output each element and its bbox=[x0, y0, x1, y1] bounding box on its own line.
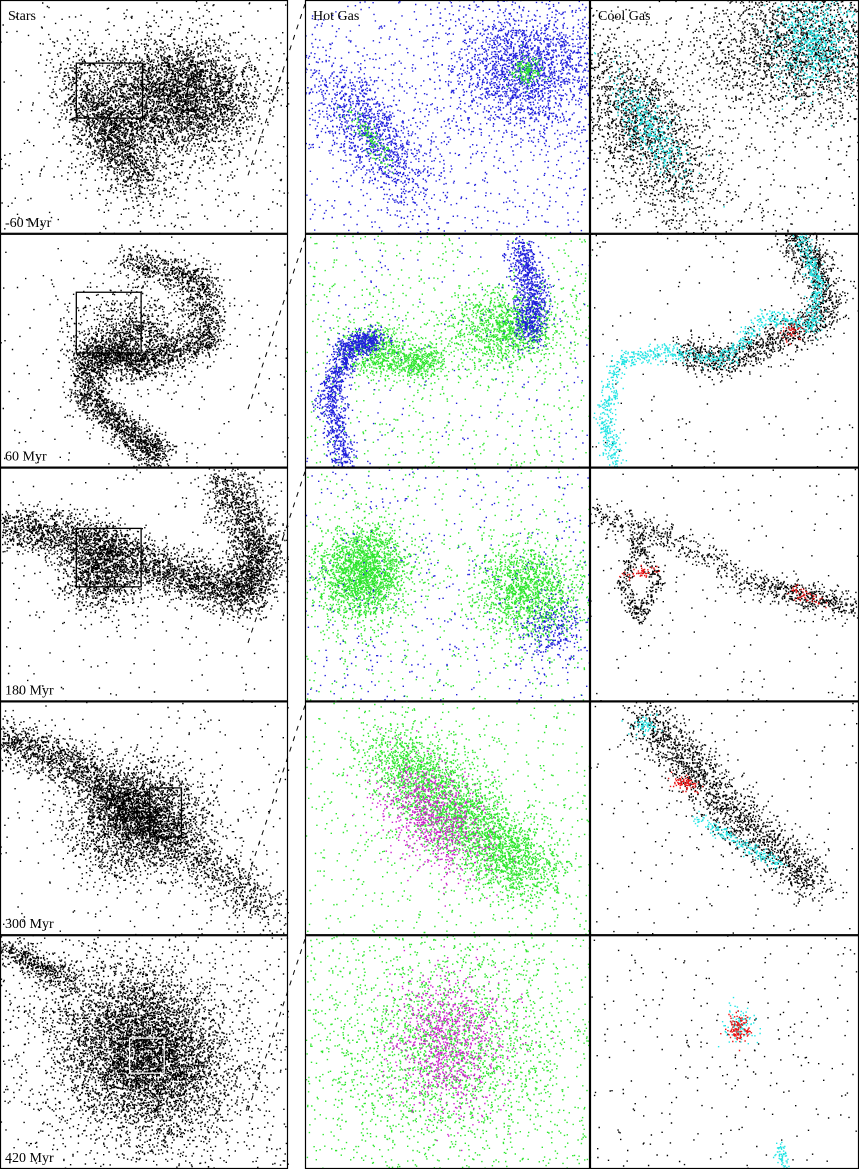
particles bbox=[306, 702, 592, 936]
column-title: Hot Gas bbox=[313, 9, 359, 24]
figure: -60 Myr Stars Hot Gas Cool Gas 60 Myr 180 Myr… bbox=[0, 0, 859, 1169]
panel: 420 Myr bbox=[0, 935, 305, 1169]
connector bbox=[248, 939, 305, 1110]
panel bbox=[591, 234, 859, 467]
time-label: -60 Myr bbox=[5, 216, 52, 231]
panel bbox=[591, 936, 859, 1169]
time-label: 300 Myr bbox=[5, 917, 54, 932]
particles bbox=[1, 234, 289, 468]
column-title: Stars bbox=[8, 9, 36, 24]
connector bbox=[248, 472, 305, 643]
particles bbox=[0, 468, 289, 701]
particles bbox=[305, 935, 591, 1168]
particles bbox=[305, 0, 591, 233]
panel bbox=[305, 234, 591, 468]
particles bbox=[590, 0, 859, 233]
connector bbox=[248, 4, 305, 175]
page: -60 Myr Stars Hot Gas Cool Gas 60 Myr 180 Myr… bbox=[0, 0, 859, 1169]
time-label: 180 Myr bbox=[5, 683, 54, 698]
zoom-box bbox=[76, 292, 141, 353]
panel: 60 Myr bbox=[1, 234, 306, 468]
panel: Cool Gas bbox=[590, 0, 859, 233]
panel bbox=[590, 468, 859, 701]
particles bbox=[305, 468, 590, 701]
time-label: 420 Myr bbox=[5, 1151, 54, 1166]
particles bbox=[590, 702, 857, 934]
panel bbox=[306, 702, 592, 936]
particles bbox=[590, 470, 859, 701]
particles bbox=[0, 702, 289, 935]
particles bbox=[0, 0, 289, 233]
connector bbox=[248, 705, 305, 876]
column-title: Cool Gas bbox=[598, 9, 651, 24]
panel: -60 Myr Stars bbox=[0, 0, 305, 233]
panel: Hot Gas bbox=[305, 0, 591, 233]
particles bbox=[366, 936, 553, 1151]
connector bbox=[248, 238, 305, 409]
panel: 180 Myr bbox=[0, 468, 305, 701]
particles bbox=[0, 935, 289, 1169]
panel bbox=[305, 935, 591, 1168]
time-label: 60 Myr bbox=[5, 450, 47, 465]
particles bbox=[718, 998, 790, 1169]
particles bbox=[306, 234, 590, 467]
panel bbox=[305, 468, 591, 701]
particles bbox=[591, 936, 859, 1168]
panel-border bbox=[591, 936, 859, 1169]
particles bbox=[720, 1011, 752, 1051]
panel bbox=[590, 702, 858, 935]
panel: 300 Myr bbox=[0, 702, 305, 935]
